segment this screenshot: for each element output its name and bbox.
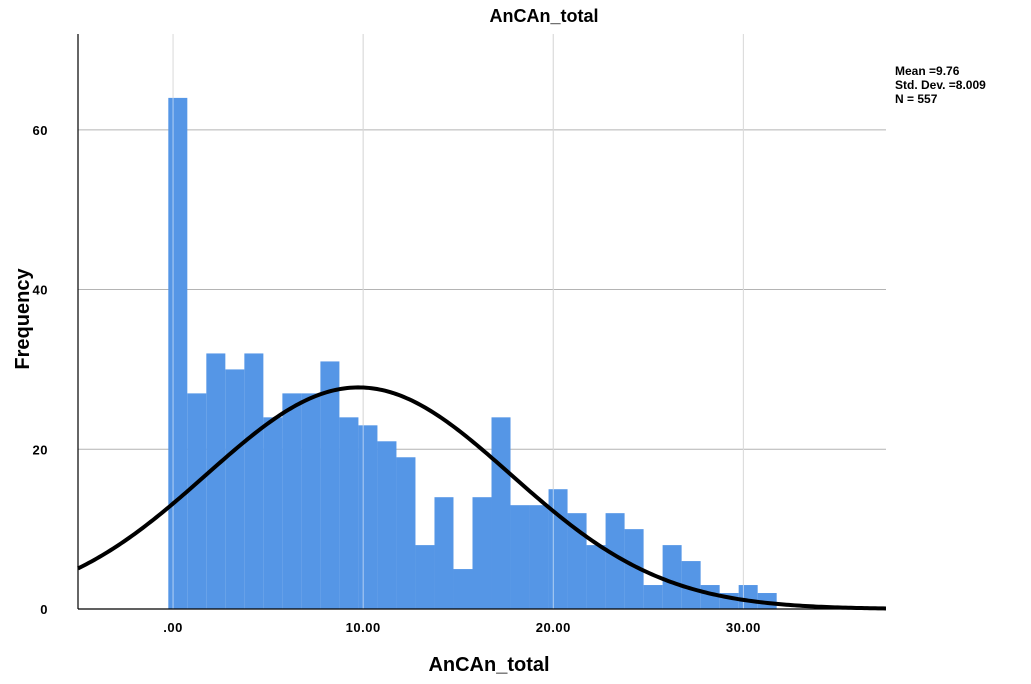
histogram-bar — [434, 497, 454, 609]
chart-title: AnCAn_total — [490, 6, 599, 26]
x-tick-label: 20.00 — [536, 620, 571, 635]
histogram-bar — [320, 361, 340, 609]
histogram-bar — [244, 353, 264, 609]
x-tick-label: 30.00 — [726, 620, 761, 635]
histogram-bars — [168, 34, 777, 609]
histogram-bar — [643, 585, 663, 609]
histogram-bar — [472, 497, 492, 609]
stat-std-dev: Std. Dev. =8.009 — [895, 78, 986, 92]
y-tick-label: 20 — [33, 442, 48, 457]
histogram-bar — [206, 353, 226, 609]
histogram-bar — [282, 393, 302, 609]
y-axis-label: Frequency — [12, 268, 34, 370]
histogram-bar — [358, 425, 378, 609]
histogram-bar — [225, 369, 245, 609]
histogram-bar — [415, 545, 435, 609]
histogram-bar — [187, 393, 207, 609]
histogram-bar — [738, 585, 758, 609]
histogram-bar — [510, 505, 530, 609]
histogram-bar — [624, 529, 644, 609]
normal-curve — [77, 385, 887, 611]
histogram-bar — [396, 457, 416, 609]
normal-curve-layer — [77, 385, 887, 611]
histogram-bar — [491, 417, 511, 609]
stat-mean: Mean =9.76 — [895, 64, 960, 78]
histogram-bar — [301, 393, 321, 609]
y-tick-label: 0 — [40, 602, 48, 617]
histogram-bar — [263, 417, 283, 609]
histogram-bar — [453, 569, 473, 609]
histogram-bar — [168, 97, 188, 609]
histogram-bar — [586, 545, 606, 609]
y-tick-label: 60 — [33, 123, 48, 138]
x-tick-label: 10.00 — [346, 620, 381, 635]
stat-n: N = 557 — [895, 92, 938, 106]
histogram-bar — [529, 505, 549, 609]
histogram-bar — [567, 513, 587, 609]
x-axis-label: AnCAn_total — [428, 654, 549, 676]
y-tick-label: 40 — [33, 283, 48, 298]
histogram-bar — [662, 545, 682, 609]
tick-labels: .00 10.00 20.00 30.00 0 20 40 60 — [33, 123, 761, 635]
histogram-bar — [339, 417, 359, 609]
x-tick-label: .00 — [163, 620, 183, 635]
stats-box: Mean =9.76 Std. Dev. =8.009 N = 557 — [895, 64, 986, 106]
histogram-bar — [605, 513, 625, 609]
histogram-bar — [377, 441, 397, 609]
axes — [77, 34, 886, 610]
histogram-bar — [681, 561, 701, 609]
